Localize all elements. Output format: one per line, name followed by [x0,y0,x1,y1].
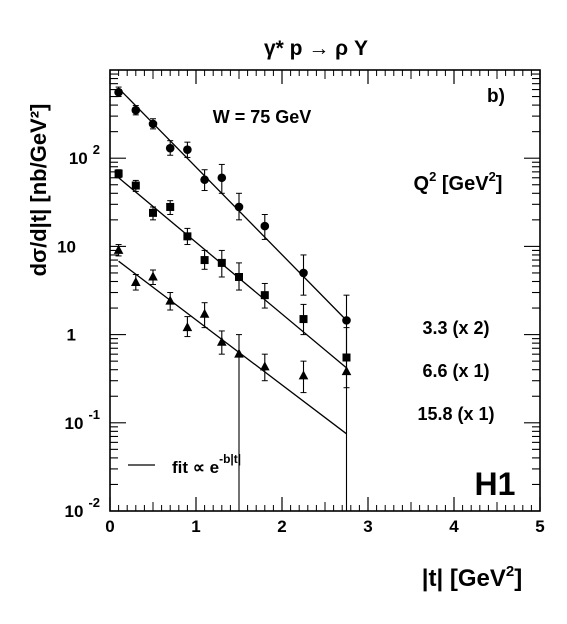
legend-entry-q2-15: 15.8 (x 1) [417,404,494,424]
y-tick-base: 10 [57,237,76,256]
y-tick-label: 10 2 [69,142,100,168]
x-tick-label: 2 [277,517,286,536]
data-point-circle [234,202,244,212]
y-tick-exponent: -1 [88,407,100,422]
y-tick-base: 10 [69,149,88,168]
legend-title-q: Q [414,173,430,195]
data-point-circle [342,316,351,325]
axes-layer: 0 1 2 3 4 5 10 -2 10 -1 1 10 10 2 [57,70,545,536]
x-tick-label: 5 [535,517,544,536]
legend-title: Q2 [GeV2] [414,169,503,195]
data-point-circle [165,143,175,153]
x-axis-label: |t| [GeV2] [422,563,522,592]
data-point-triangle [234,348,244,358]
y-tick-label: 10 -2 [65,495,100,521]
y-tick-label: 10 [57,237,76,256]
data-point-triangle [182,322,193,332]
fit-lines-layer [118,87,347,435]
y-tick-base: 10 [65,502,84,521]
x-tick-label: 3 [363,517,372,536]
legend-title-sup: 2 [429,169,436,184]
y-tick-base: 10 [65,414,84,433]
data-point-square [114,169,123,178]
data-point-circle [200,175,209,185]
fit-legend-text: fit ∝ e [172,458,219,477]
y-axis-label: dσ/d|t| [nb/GeV²] [26,104,51,277]
x-tick-label: 0 [105,517,114,536]
data-point-square [299,315,308,324]
data-point-square [131,181,140,190]
experiment-label: H1 [475,466,516,502]
data-points-layer [113,86,352,511]
data-point-square [149,208,157,217]
fit-line [118,87,347,321]
data-point-circle [260,221,270,231]
y-tick-base: 1 [67,326,76,345]
data-point-square [260,291,269,300]
data-point-circle [299,268,308,278]
data-point-triangle [217,336,227,346]
x-tick-label: 1 [191,517,200,536]
x-axis-label-sup: 2 [506,563,514,580]
data-point-triangle [298,370,309,380]
y-tick-exponent: 2 [93,142,100,157]
data-point-circle [148,119,158,129]
y-tick-exponent: -2 [88,495,100,510]
chart-title: γ* p → ρ Y [264,37,368,60]
x-axis-label-close: ] [514,565,522,592]
data-point-triangle [260,361,270,371]
data-point-triangle [165,295,175,305]
fit-legend-label: fit ∝ e-b|t| [172,452,241,477]
legend-title-close: ] [496,173,503,195]
y-tick-label: 1 [67,326,76,345]
legend-title-unit: [GeV [436,173,489,195]
energy-annotation: W = 75 GeV [213,107,312,127]
data-point-circle [114,87,123,97]
data-point-triangle [113,244,124,254]
fit-line [118,260,347,435]
data-point-square [217,258,226,267]
data-point-triangle [148,271,158,281]
data-point-square [166,202,175,211]
data-point-square [200,256,209,265]
legend-entry-q2-3: 3.3 (x 2) [422,318,489,338]
legend-entry-q2-6: 6.6 (x 1) [422,361,489,381]
data-point-circle [131,105,141,115]
fit-legend-exponent: -b|t| [219,452,241,466]
data-point-triangle [341,366,352,376]
data-point-square [183,232,192,241]
data-point-triangle [131,276,141,286]
data-point-square [235,272,243,281]
x-axis-label-main: |t| [GeV [422,565,506,592]
x-tick-label: 4 [449,517,459,536]
data-point-triangle [199,308,210,318]
panel-label: b) [487,86,505,107]
data-point-circle [217,173,227,183]
plot-frame [109,69,541,512]
y-tick-label: 10 -1 [65,407,100,433]
legend-title-unit-sup: 2 [489,169,496,184]
data-point-circle [183,145,192,154]
